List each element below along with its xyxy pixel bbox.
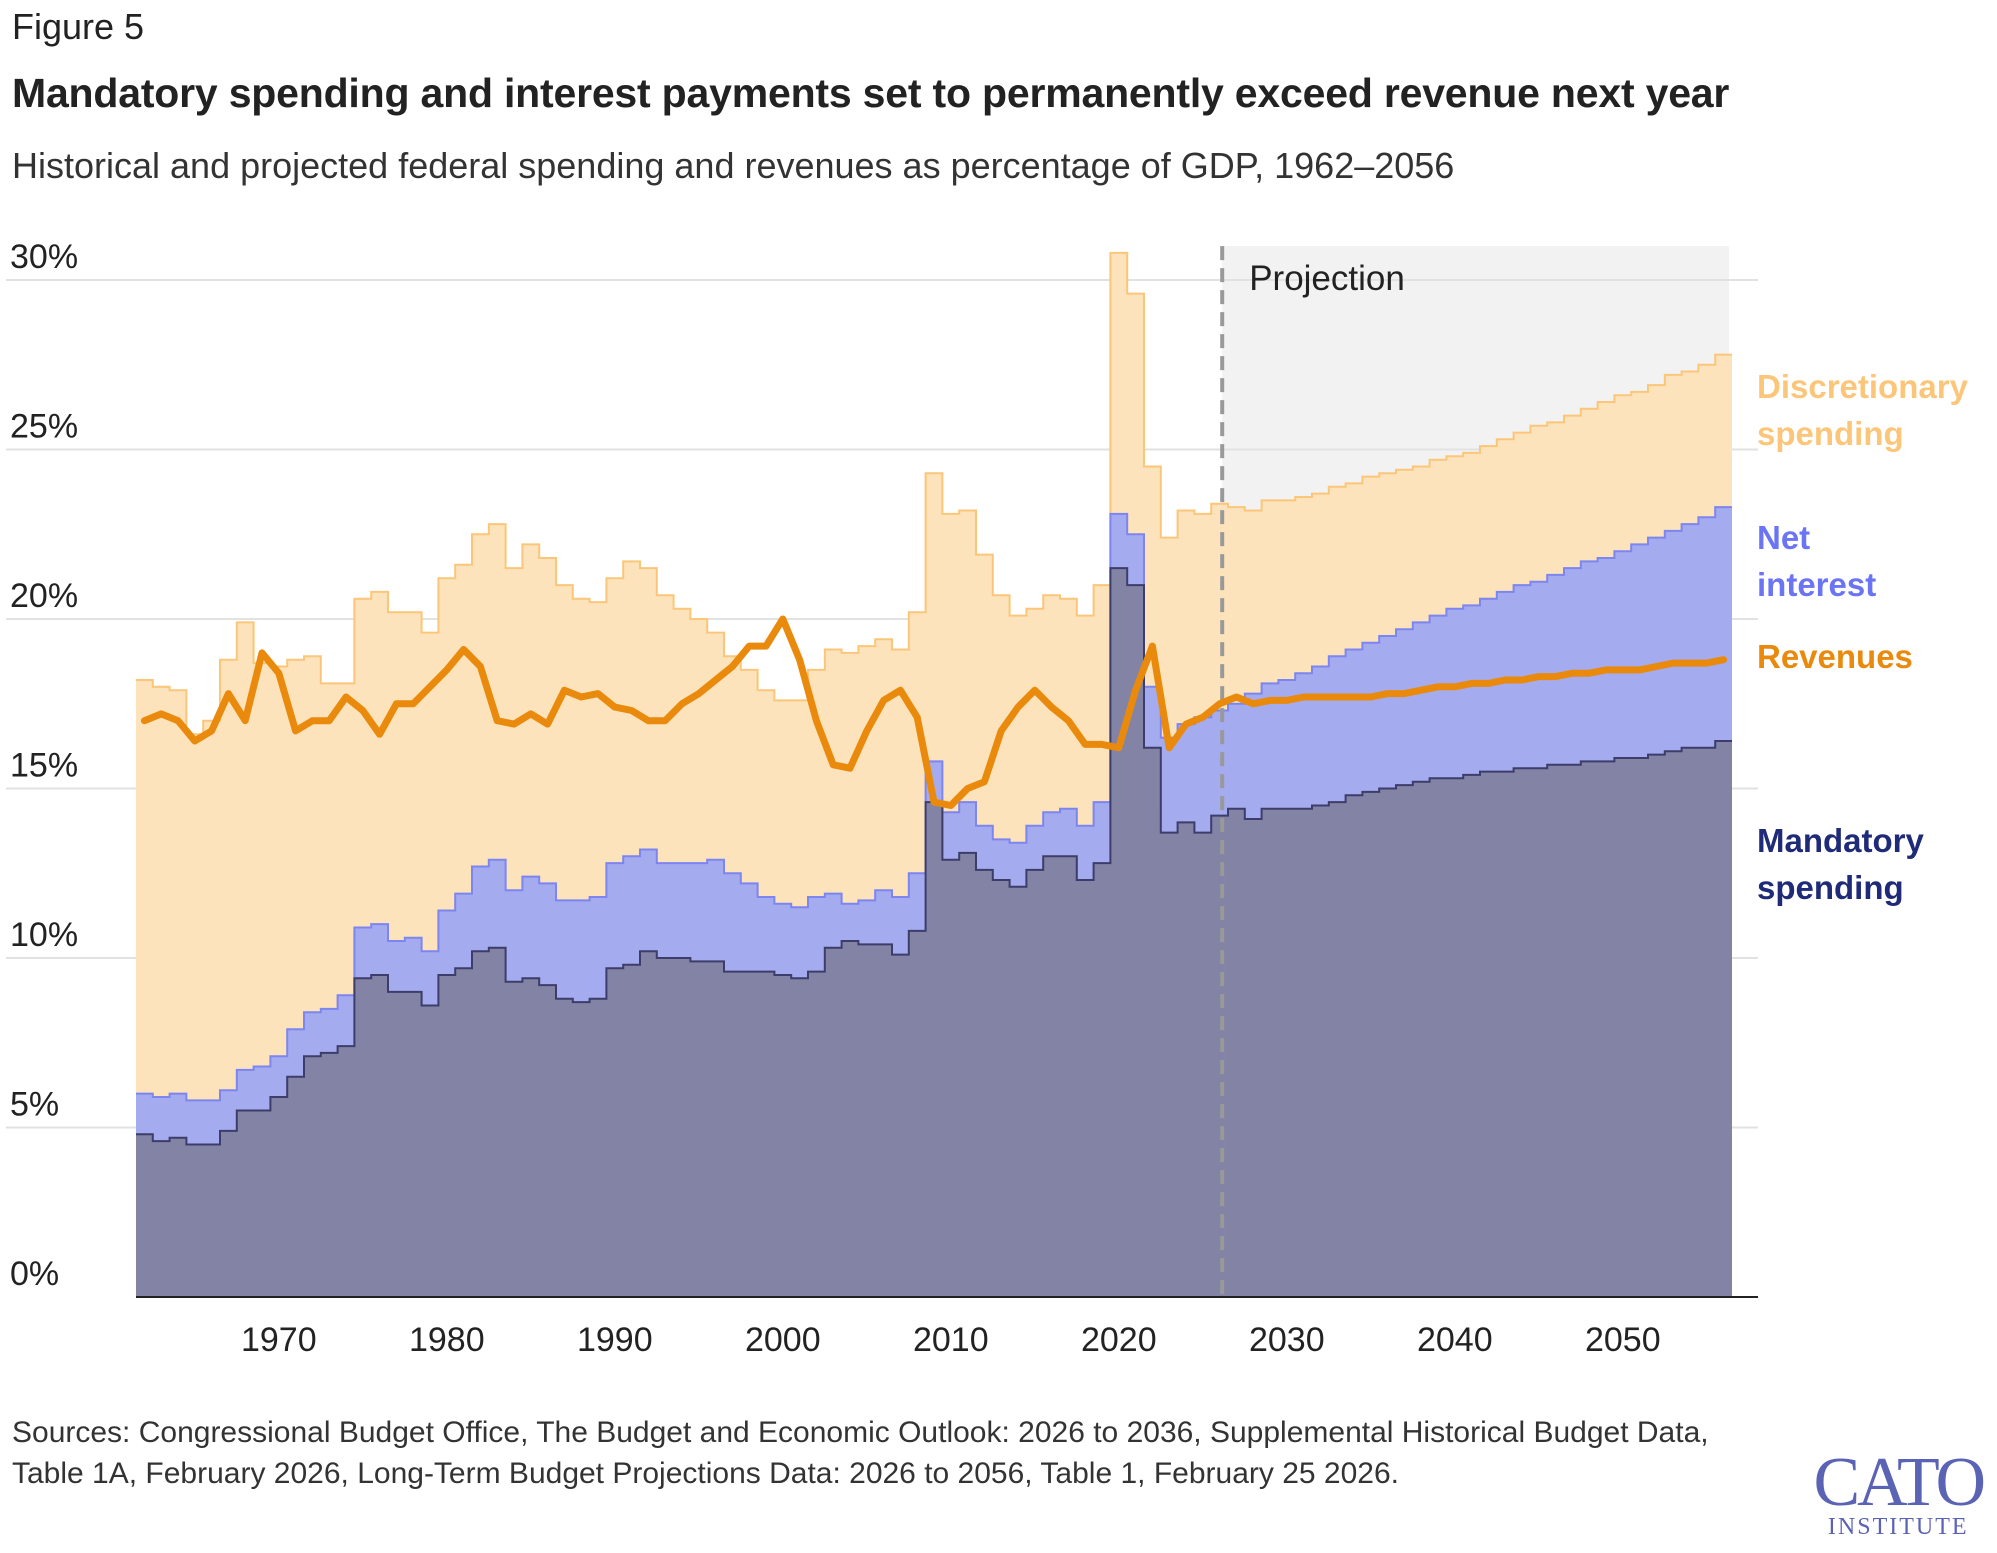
x-tick-label: 2020 bbox=[1081, 1321, 1157, 1359]
x-tick-label: 1970 bbox=[241, 1321, 317, 1359]
logo-wordmark: CATO bbox=[1813, 1444, 1986, 1521]
cato-logo: CATO INSTITUTE bbox=[1813, 1444, 1986, 1541]
legend-label-mandatory-spending: spending bbox=[1757, 869, 1904, 906]
x-tick-label: 2050 bbox=[1585, 1321, 1661, 1359]
discretionary-spending-edge bbox=[136, 251, 1732, 736]
x-tick-label: 2040 bbox=[1417, 1321, 1493, 1359]
net-interest-edge bbox=[136, 506, 1732, 1102]
y-tick-label: 10% bbox=[10, 916, 78, 954]
x-tick-label: 1990 bbox=[577, 1321, 653, 1359]
sources-note: Sources: Congressional Budget Office, Th… bbox=[12, 1416, 1709, 1490]
x-tick-label: 2010 bbox=[913, 1321, 989, 1359]
x-tick-label: 2030 bbox=[1249, 1321, 1325, 1359]
mandatory-spending-area bbox=[136, 568, 1732, 1297]
chart-subtitle: Historical and projected federal spendin… bbox=[12, 145, 1455, 186]
projection-label: Projection bbox=[1249, 259, 1405, 298]
x-tick-label: 2000 bbox=[745, 1321, 821, 1359]
revenues-line bbox=[140, 615, 1728, 809]
y-tick-label: 5% bbox=[10, 1086, 59, 1124]
legend-label-mandatory-spending: Mandatory bbox=[1757, 822, 1925, 859]
chart-title: Mandatory spending and interest payments… bbox=[12, 70, 1730, 116]
y-tick-label: 20% bbox=[10, 577, 78, 615]
figure-label: Figure 5 bbox=[12, 6, 145, 47]
y-tick-label: 25% bbox=[10, 408, 78, 446]
mandatory-spending-edge bbox=[136, 567, 1732, 1146]
legend-label-net-interest: Net bbox=[1757, 519, 1810, 556]
legend-label-discretionary-spending: spending bbox=[1757, 415, 1904, 452]
logo-subtext: INSTITUTE bbox=[1827, 1514, 1969, 1540]
legend-label-discretionary-spending: Discretionary bbox=[1757, 368, 1969, 405]
y-tick-label: 30% bbox=[10, 238, 78, 276]
y-tick-label: 15% bbox=[10, 747, 78, 785]
y-tick-label: 0% bbox=[10, 1255, 59, 1293]
x-tick-label: 1980 bbox=[409, 1321, 485, 1359]
legend-label-revenues: Revenues bbox=[1757, 638, 1913, 675]
legend-label-net-interest: interest bbox=[1757, 566, 1876, 603]
